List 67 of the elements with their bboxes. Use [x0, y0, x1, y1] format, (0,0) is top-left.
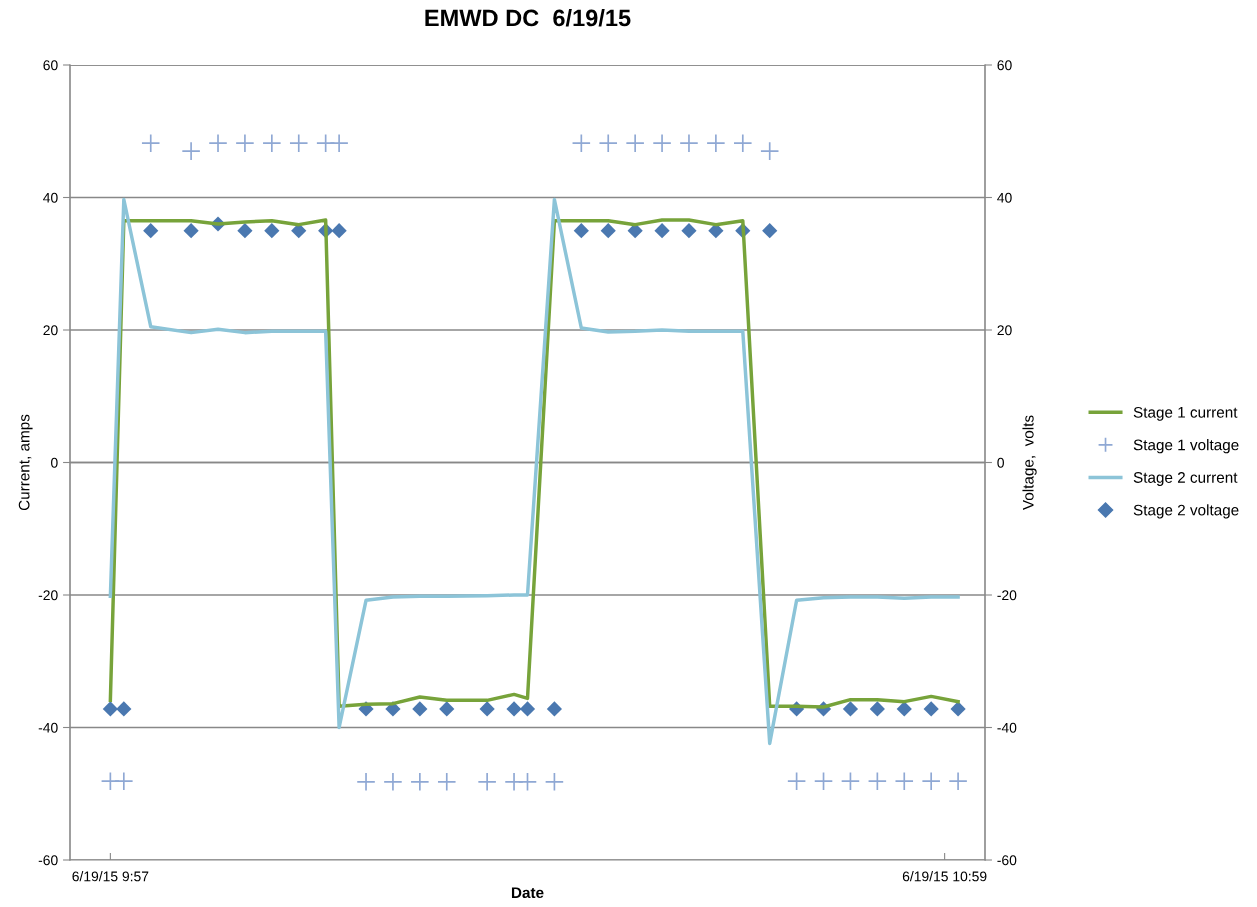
point	[412, 701, 428, 717]
point	[760, 141, 780, 161]
point	[762, 223, 778, 239]
x-tick-label: 6/19/15 10:59	[902, 871, 987, 882]
y2-tick-label: -60	[997, 855, 1017, 866]
point	[383, 772, 403, 792]
point	[950, 701, 966, 717]
point	[867, 771, 887, 791]
y-axis-title: Current, amps	[18, 414, 33, 511]
point	[114, 771, 134, 791]
y2-axis-title: Voltage, volts	[1022, 415, 1037, 510]
point	[439, 701, 455, 717]
point	[894, 771, 914, 791]
y2-tick-label: 60	[997, 60, 1012, 71]
point	[948, 771, 968, 791]
point	[921, 771, 941, 791]
y-tick-label: -60	[38, 855, 58, 866]
y-tick-label: -40	[38, 722, 58, 733]
point	[733, 133, 753, 153]
point	[143, 223, 159, 239]
point	[923, 701, 939, 717]
y-tick-label: 60	[43, 60, 58, 71]
legend-label: Stage 1 current	[1133, 406, 1238, 421]
point	[627, 223, 643, 239]
y-tick-label: 40	[43, 192, 58, 203]
point	[116, 701, 132, 717]
point	[437, 772, 457, 792]
point	[600, 223, 616, 239]
point	[625, 133, 645, 153]
y2-tick-label: -40	[997, 722, 1017, 733]
y-tick-label: 0	[51, 457, 58, 468]
y-tick-label: 20	[43, 325, 58, 336]
y2-tick-label: -20	[997, 590, 1017, 601]
point	[896, 701, 912, 717]
legend-label: Stage 1 voltage	[1133, 439, 1239, 454]
point	[840, 771, 861, 791]
point	[813, 771, 834, 791]
point	[410, 772, 430, 792]
point	[573, 223, 589, 239]
point	[708, 223, 724, 239]
point	[544, 772, 565, 792]
y2-tick-label: 40	[997, 192, 1012, 203]
point	[331, 223, 347, 239]
point	[356, 772, 376, 792]
x-tick-label: 6/19/15 9:57	[72, 871, 149, 882]
legend-label: Stage 2 current	[1133, 472, 1238, 486]
y2-tick-label: 20	[997, 325, 1012, 336]
x-axis-title: Date	[511, 887, 544, 899]
point	[517, 772, 538, 792]
point	[519, 701, 536, 717]
point	[546, 701, 563, 717]
point	[141, 133, 161, 153]
y2-tick-label: 0	[997, 457, 1004, 468]
point	[842, 701, 859, 717]
point	[706, 133, 726, 153]
y-tick-label: -20	[38, 590, 58, 601]
point	[598, 133, 618, 153]
point	[679, 133, 699, 153]
legend-label: Stage 2 voltage	[1133, 504, 1239, 519]
point	[571, 133, 591, 153]
point	[786, 771, 807, 791]
point	[652, 133, 672, 153]
point	[869, 701, 885, 717]
chart-title: EMWD DC 6/19/15	[425, 9, 631, 27]
point	[654, 223, 670, 239]
point	[681, 223, 697, 239]
point	[329, 133, 349, 153]
